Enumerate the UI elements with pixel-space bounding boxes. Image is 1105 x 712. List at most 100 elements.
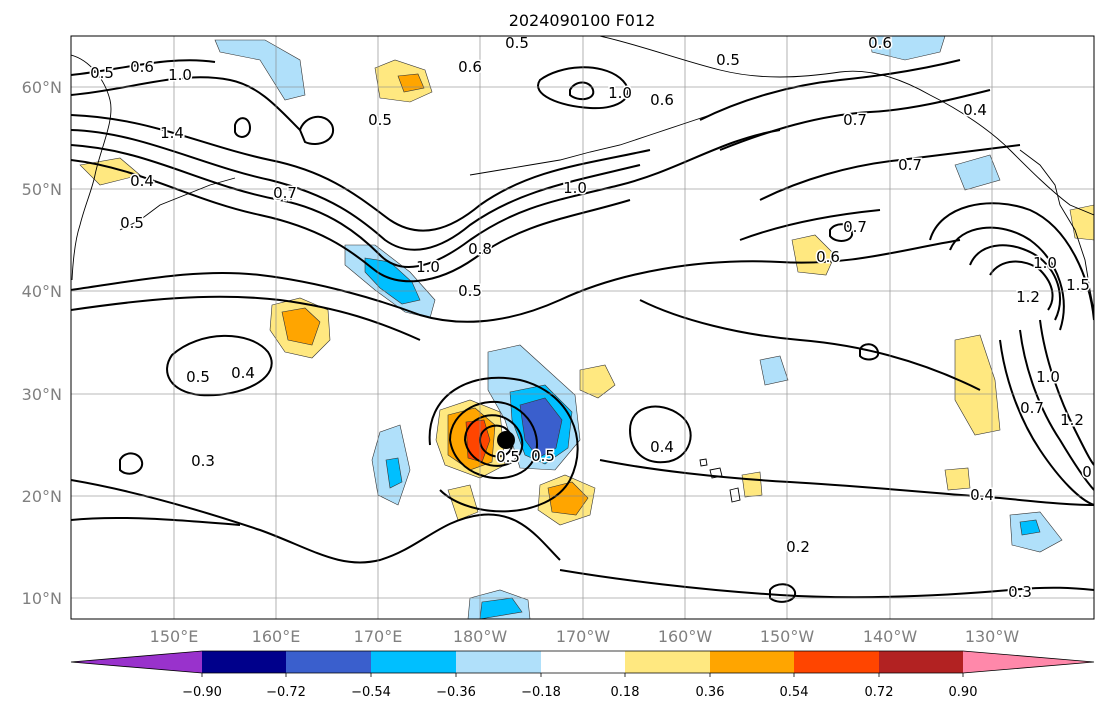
contour-label: 0.3	[1008, 583, 1032, 601]
colorbar-tick-label: −0.72	[266, 685, 306, 700]
negative-field-north	[214, 39, 306, 101]
storm-center-marker	[497, 431, 515, 449]
contour-label: 1.0	[416, 258, 440, 276]
contour-label: 0.5	[90, 64, 114, 82]
contour-label: 0	[1082, 463, 1092, 481]
colorbar: −0.90 −0.72 −0.54 −0.36 −0.18 0.18 0.36 0.54 0.7…	[70, 650, 1095, 700]
colorbar-segment	[371, 651, 456, 673]
contour-label: 0.4	[963, 101, 987, 119]
colorbar-segment	[202, 651, 286, 673]
contour-lines	[71, 59, 1094, 603]
negative-field-top-right	[869, 36, 946, 61]
contour-label: 1.0	[608, 84, 632, 102]
coastline-hawaii-2	[729, 487, 741, 503]
lat-tick-label: 50°N	[22, 180, 62, 199]
lon-tick-label: 140°W	[863, 627, 918, 646]
negative-field-bottom-core	[479, 597, 523, 619]
colorbar-tick-label: 0.36	[696, 685, 725, 700]
lat-tick-label: 30°N	[22, 385, 62, 404]
lon-tick-label: 160°E	[252, 627, 301, 646]
contour-label: 0.6	[458, 58, 482, 76]
lon-tick-label: 170°W	[556, 627, 611, 646]
contour-label: 0.5	[186, 368, 210, 386]
colorbar-tick-label: −0.36	[436, 685, 476, 700]
lon-tick-label: 130°W	[965, 627, 1020, 646]
lon-tick-label: 150°E	[150, 627, 199, 646]
negative-field-front-core	[364, 257, 421, 305]
contour-label: 0.7	[1020, 399, 1044, 417]
contour-label: 0.4	[231, 364, 255, 382]
contour-label: 0.6	[868, 34, 892, 52]
colorbar-segment	[286, 651, 371, 673]
longitude-axis: 150°E 160°E 170°E 180°W 170°W 160°W 150°W 140°W…	[150, 627, 1020, 646]
contour-label: 0.7	[898, 156, 922, 174]
contour-label: 0.7	[843, 111, 867, 129]
positive-field-east	[954, 334, 1001, 436]
lat-tick-label: 10°N	[22, 589, 62, 608]
contour-label: 0.7	[273, 184, 297, 202]
contour-label: 0.5	[716, 51, 740, 69]
colorbar-tick-label: 0.18	[611, 685, 640, 700]
contour-label: 0.6	[816, 248, 840, 266]
lat-tick-label: 60°N	[22, 78, 62, 97]
coastline-kuril-chain	[119, 177, 236, 231]
negative-field-sw-core	[385, 457, 403, 489]
contour-label: 1.0	[1036, 368, 1060, 386]
contour-label: 0.5	[120, 214, 144, 232]
positive-field-small-2	[447, 484, 479, 521]
contour-label: 0.4	[650, 438, 674, 456]
gridlines	[71, 36, 1094, 619]
contour-label: 1.0	[168, 66, 192, 84]
contour-label: 0.2	[786, 538, 810, 556]
negative-field-storm-core	[519, 397, 563, 459]
coastline-alaska	[599, 36, 1094, 216]
positive-field-west-core	[281, 307, 321, 346]
coastline-aleutian-chain	[469, 114, 711, 176]
colorbar-extend-min	[71, 651, 202, 673]
contour-label: 0.4	[130, 172, 154, 190]
positive-field-far-east	[1069, 204, 1094, 241]
contour-label: 0.5	[458, 282, 482, 300]
colorbar-tick-label: −0.90	[182, 685, 222, 700]
contour-label: 1.0	[563, 179, 587, 197]
negative-field-ne	[954, 154, 1001, 191]
lat-tick-label: 40°N	[22, 282, 62, 301]
contour-label: 0.8	[468, 240, 492, 258]
colorbar-tick-label: −0.54	[351, 685, 391, 700]
map-frame	[70, 35, 1095, 620]
colorbar-segment	[879, 651, 963, 673]
contour-label: 0.4	[970, 486, 994, 504]
coastlines	[71, 36, 1094, 503]
lat-tick-label: 20°N	[22, 487, 62, 506]
colorbar-segment	[456, 651, 541, 673]
colorbar-segment	[794, 651, 879, 673]
contour-label: 0.5	[368, 111, 392, 129]
contour-label: 0.7	[273, 186, 297, 204]
positive-field-small-5	[944, 467, 971, 491]
positive-field-small-4	[741, 471, 763, 498]
negative-field-se-core	[1019, 519, 1041, 536]
contour-label: 0.3	[191, 452, 215, 470]
lon-tick-label: 160°W	[658, 627, 713, 646]
colorbar-segment	[625, 651, 710, 673]
contour-label: 0.6	[650, 91, 674, 109]
contour-label: 0.7	[843, 218, 867, 236]
coastline-kamchatka	[71, 54, 112, 281]
lon-tick-label: 150°W	[760, 627, 815, 646]
colorbar-tick-label: −0.18	[521, 685, 561, 700]
colorbar-extend-max	[963, 651, 1094, 673]
contour-label: 1.4	[160, 124, 184, 142]
contour-label: 0.6	[130, 58, 154, 76]
lon-tick-label: 170°E	[354, 627, 403, 646]
map-panel: 0.5 0.6 1.01.40.70.50.40.60.51.00.70.50.60…	[70, 33, 1095, 620]
colorbar-segment	[541, 651, 625, 673]
contour-label: 1.5	[1066, 276, 1090, 294]
colorbar-tick-label: 0.72	[865, 685, 894, 700]
colorbar-tick-label: 0.90	[949, 685, 978, 700]
contour-label: 0.5	[505, 34, 529, 52]
colorbar-segment	[710, 651, 794, 673]
negative-field-small-1	[759, 355, 789, 386]
map-background	[71, 36, 1094, 619]
coastline-hawaii-3	[699, 458, 708, 467]
contour-label: 1.0	[1033, 254, 1057, 272]
